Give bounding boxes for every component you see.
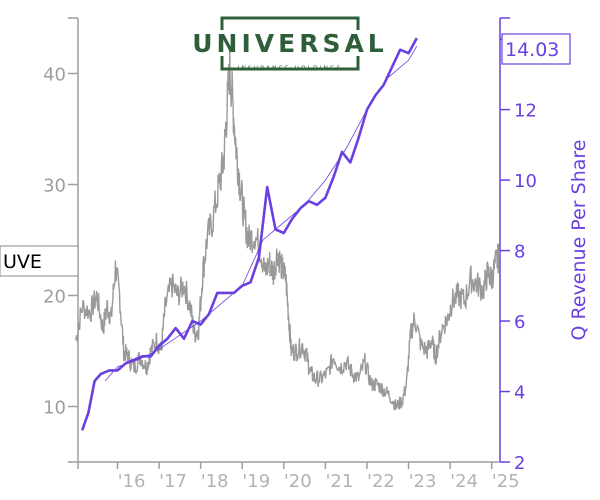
left-tick-label: 20 bbox=[43, 287, 66, 308]
price-series-line bbox=[75, 46, 500, 411]
series-layer bbox=[75, 37, 500, 431]
right-tick-label: 4 bbox=[514, 383, 525, 404]
right-axis-title: Q Revenue Per Share bbox=[568, 140, 590, 341]
right-tick-label: 10 bbox=[514, 171, 537, 192]
logo-name: UNIVERSAL bbox=[192, 29, 388, 58]
x-tick-label: '22 bbox=[367, 471, 395, 492]
ticker-box: UVE bbox=[0, 245, 79, 277]
logo-subtitle: INSURANCE HOLDINGS bbox=[238, 65, 343, 72]
right-tick-label: 12 bbox=[514, 101, 537, 122]
x-tick-label: '24 bbox=[450, 471, 478, 492]
left-axis: 10 20 30 40 bbox=[43, 17, 79, 463]
x-tick-label: '21 bbox=[325, 471, 353, 492]
left-tick-label: 40 bbox=[43, 65, 66, 86]
last-value-label: 14.03 bbox=[505, 39, 559, 61]
revenue-trend-line bbox=[104, 45, 418, 382]
x-tick-label: '18 bbox=[201, 471, 229, 492]
right-tick-label: 6 bbox=[514, 312, 525, 333]
x-tick-label: '23 bbox=[409, 471, 437, 492]
right-tick-label: 8 bbox=[514, 242, 525, 263]
x-tick-label: '16 bbox=[118, 471, 146, 492]
revenue-series-line bbox=[80, 37, 418, 431]
x-axis: '16 '17 '18 '19 '20 '21 '22 '23 '24 '25 bbox=[77, 461, 520, 492]
left-tick-label: 30 bbox=[43, 176, 66, 197]
x-tick-label: '25 bbox=[492, 471, 520, 492]
company-logo: UNIVERSAL INSURANCE HOLDINGS bbox=[192, 16, 388, 72]
x-tick-label: '19 bbox=[242, 471, 270, 492]
left-tick-label: 10 bbox=[43, 398, 66, 419]
right-tick-label: 2 bbox=[514, 453, 525, 474]
x-tick-label: '17 bbox=[159, 471, 187, 492]
right-axis: 2 4 6 8 10 12 bbox=[499, 17, 537, 474]
ticker-label: UVE bbox=[3, 251, 42, 273]
x-tick-label: '20 bbox=[284, 471, 312, 492]
last-value-box: 14.03 bbox=[501, 33, 571, 65]
